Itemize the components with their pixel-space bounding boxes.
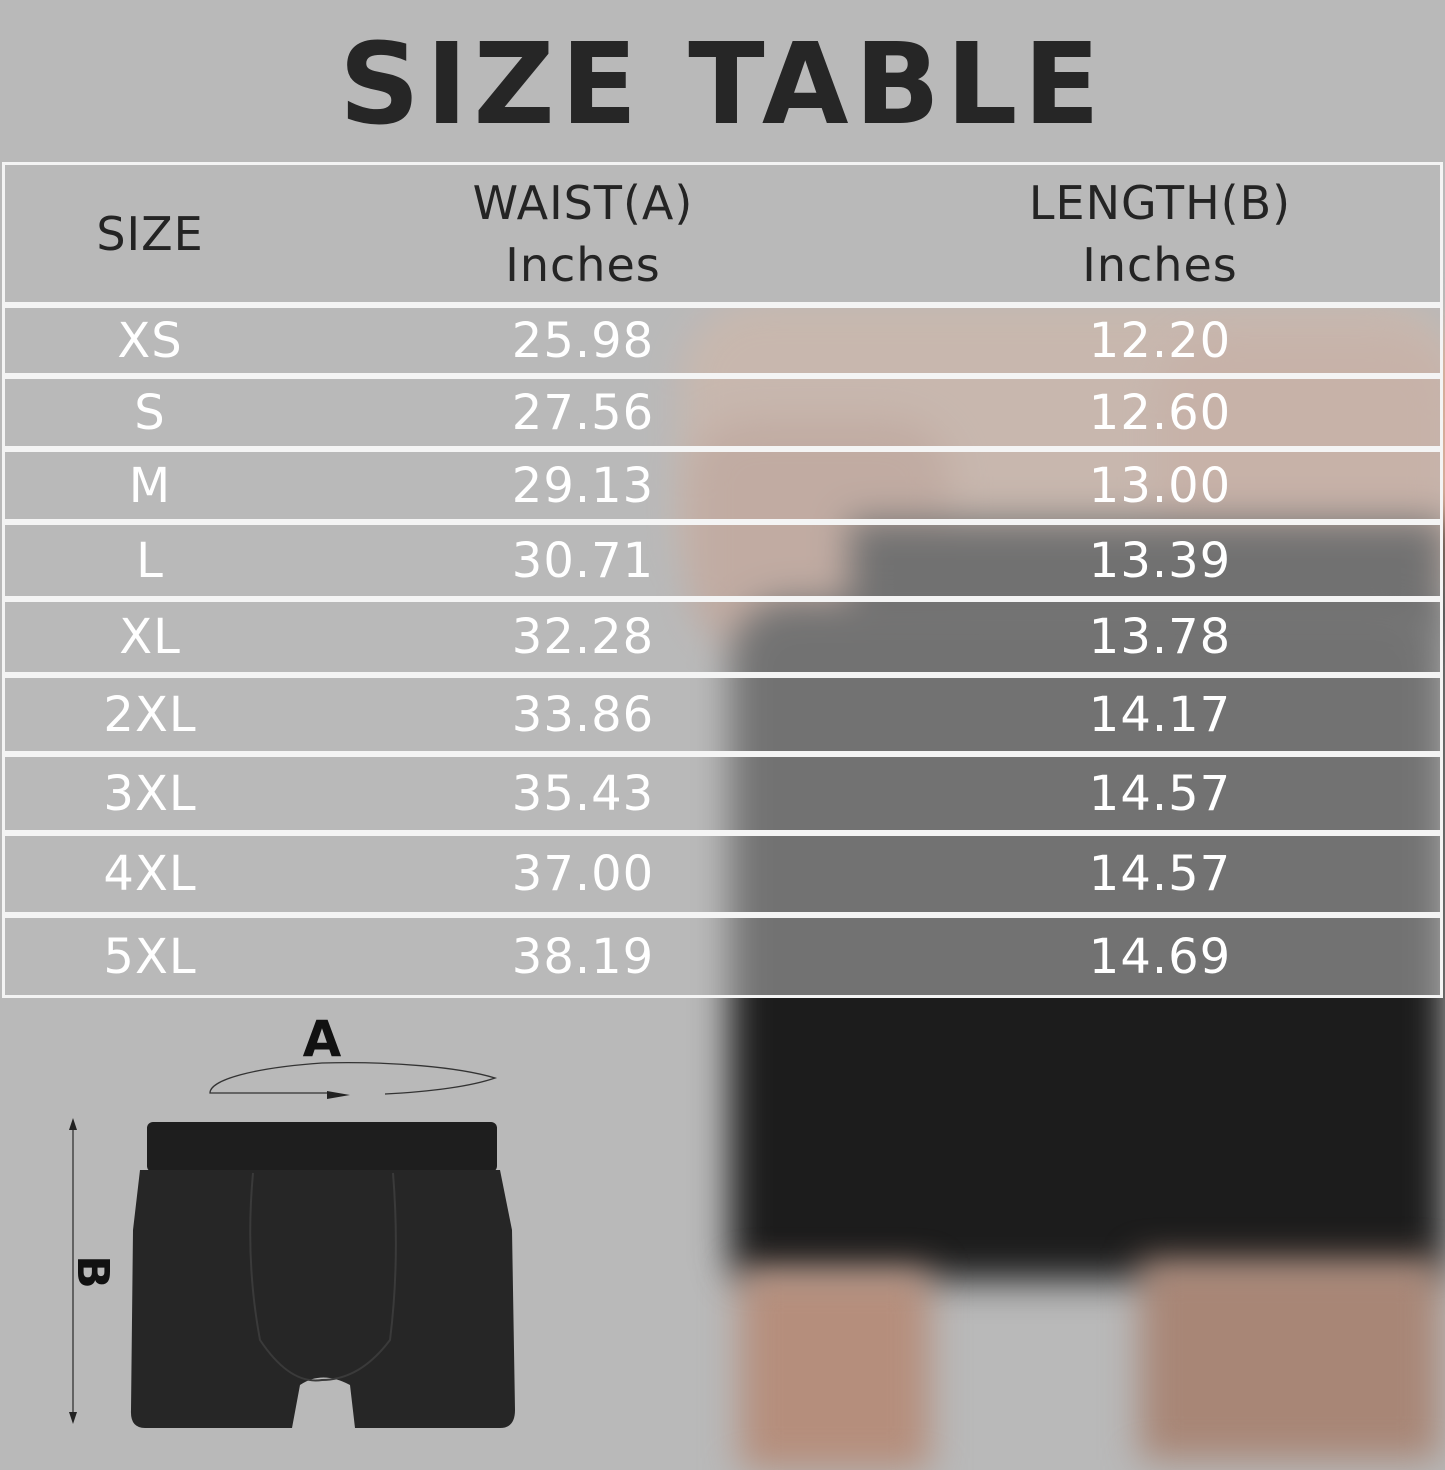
- cell-length: 14.57: [1088, 765, 1232, 822]
- cell-size: XL: [119, 609, 181, 665]
- cell-length: 14.57: [1088, 846, 1232, 902]
- header-waist-label: WAIST(A): [472, 175, 694, 230]
- table-row: S 27.56 12.60: [2, 376, 1443, 449]
- cell-size: 5XL: [103, 928, 197, 985]
- cell-size: M: [128, 457, 172, 514]
- cell-waist: 29.13: [511, 457, 655, 514]
- cell-waist: 27.56: [511, 384, 655, 441]
- cell-waist: 38.19: [511, 928, 655, 985]
- cell-size: 4XL: [103, 846, 197, 902]
- header-size: SIZE: [96, 206, 204, 261]
- header-length: LENGTH(B) Inches: [1005, 165, 1315, 302]
- table-header: SIZE WAIST(A) Inches LENGTH(B) Inches: [2, 162, 1443, 305]
- boxer-diagram: A B: [67, 1010, 515, 1428]
- cell-size: 3XL: [103, 765, 197, 822]
- header-waist: WAIST(A) Inches: [435, 165, 731, 302]
- cell-waist: 30.71: [511, 532, 655, 589]
- table-row: 2XL 33.86 14.17: [2, 675, 1443, 754]
- header-waist-unit: Inches: [505, 237, 661, 292]
- waist-arrow-icon: [209, 1062, 498, 1095]
- header-length-label: LENGTH(B): [1028, 175, 1292, 230]
- cell-length: 12.20: [1088, 312, 1232, 369]
- cell-length: 13.00: [1088, 457, 1232, 514]
- table-row: L 30.71 13.39: [2, 522, 1443, 599]
- cell-waist: 35.43: [511, 765, 655, 822]
- table-row: XS 25.98 12.20: [2, 305, 1443, 376]
- cell-length: 12.60: [1088, 384, 1232, 441]
- header-length-unit: Inches: [1082, 237, 1238, 292]
- cell-length: 14.17: [1088, 686, 1232, 743]
- cell-length: 14.69: [1088, 928, 1232, 985]
- cell-waist: 33.86: [511, 686, 655, 743]
- table-row: 5XL 38.19 14.69: [2, 915, 1443, 998]
- cell-waist: 32.28: [511, 609, 655, 665]
- length-label: B: [67, 1255, 118, 1289]
- cell-size: 2XL: [103, 686, 197, 743]
- page-title: SIZE TABLE: [339, 20, 1106, 150]
- table-row: M 29.13 13.00: [2, 449, 1443, 522]
- cell-size: XS: [117, 312, 183, 369]
- table-row: 3XL 35.43 14.57: [2, 754, 1443, 833]
- cell-waist: 25.98: [511, 312, 655, 369]
- cell-size: S: [134, 384, 166, 441]
- table-row: 4XL 37.00 14.57: [2, 833, 1443, 915]
- cell-length: 13.78: [1088, 609, 1232, 665]
- cell-waist: 37.00: [511, 846, 655, 902]
- waist-label: A: [303, 1010, 342, 1068]
- table-row: XL 32.28 13.78: [2, 599, 1443, 675]
- cell-length: 13.39: [1088, 532, 1232, 589]
- cell-size: L: [136, 532, 164, 589]
